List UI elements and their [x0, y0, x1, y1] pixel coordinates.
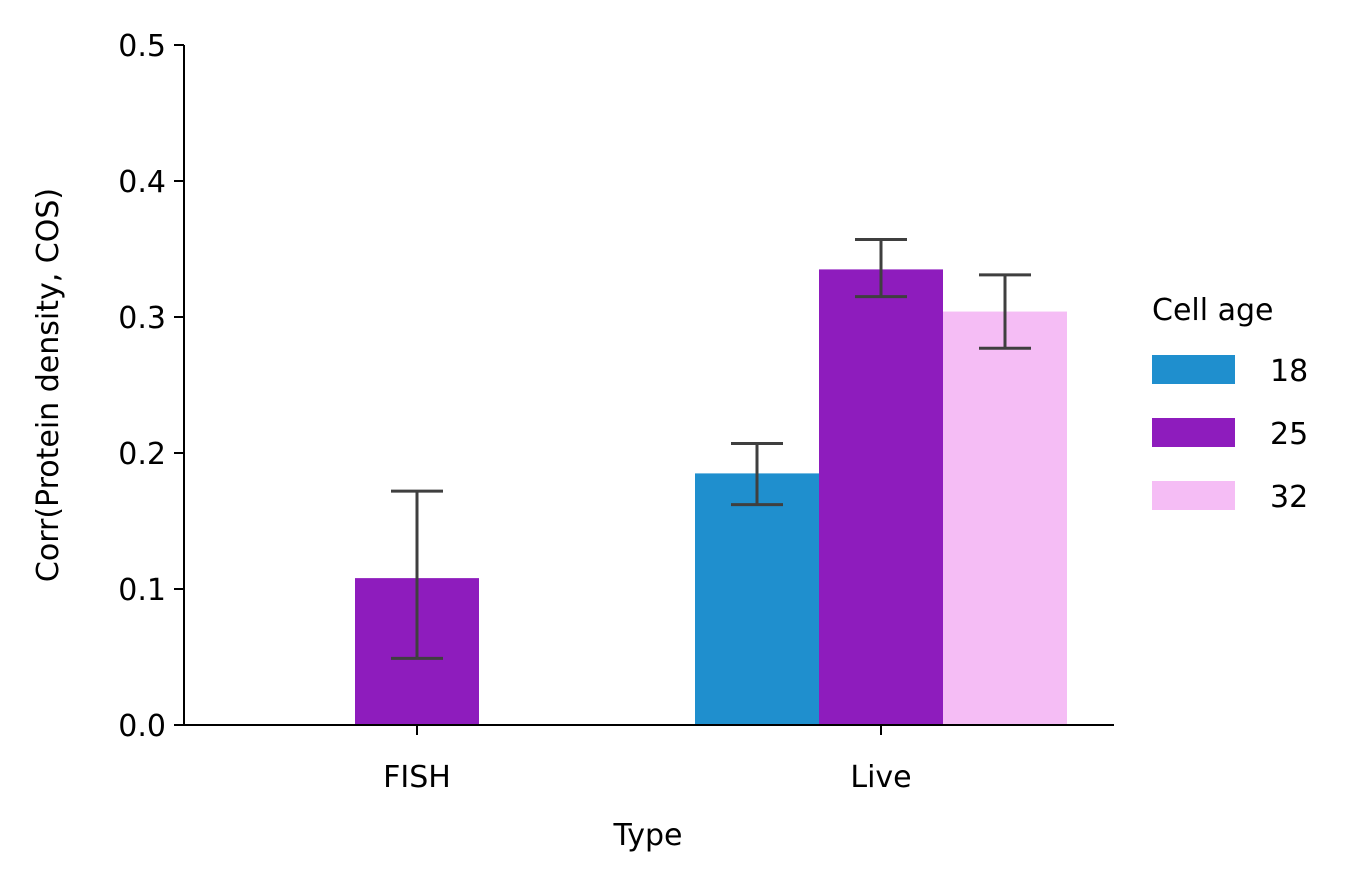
- x-tick-label-fish: FISH: [383, 760, 451, 795]
- error-bar-fish-25: [391, 489, 443, 660]
- error-bar-live-25: [855, 237, 907, 299]
- y-tick-label: 0.3: [118, 301, 166, 336]
- x-ticks: FISH Live: [383, 725, 912, 795]
- legend-swatch-18: [1152, 355, 1235, 384]
- legend-title: Cell age: [1152, 293, 1274, 328]
- bars-layer: [355, 269, 1067, 725]
- axes-layer: [183, 45, 1114, 726]
- y-tick-label: 0.0: [118, 709, 166, 744]
- error-bar-live-32: [979, 273, 1031, 350]
- legend-label-18: 18: [1270, 354, 1308, 389]
- legend-label-32: 32: [1270, 480, 1308, 515]
- legend-swatch-25: [1152, 418, 1235, 447]
- y-ticks: 0.0 0.1 0.2 0.3 0.4 0.5: [118, 29, 184, 744]
- bar-live-25: [819, 269, 943, 725]
- y-axis-label: Corr(Protein density, COS): [31, 188, 66, 582]
- error-bars-layer: [391, 237, 1031, 660]
- x-tick-label-live: Live: [850, 760, 911, 795]
- y-tick-label: 0.2: [118, 437, 166, 472]
- error-bar-live-18: [731, 441, 783, 507]
- legend-label-25: 25: [1270, 417, 1308, 452]
- bar-live-18: [695, 473, 819, 725]
- y-tick-label: 0.1: [118, 573, 166, 608]
- x-axis-label: Type: [613, 818, 683, 853]
- y-tick-label: 0.4: [118, 165, 166, 200]
- legend-swatch-32: [1152, 481, 1235, 510]
- y-tick-label: 0.5: [118, 29, 166, 64]
- bar-live-32: [943, 311, 1067, 725]
- legend: Cell age 18 25 32: [1152, 293, 1308, 515]
